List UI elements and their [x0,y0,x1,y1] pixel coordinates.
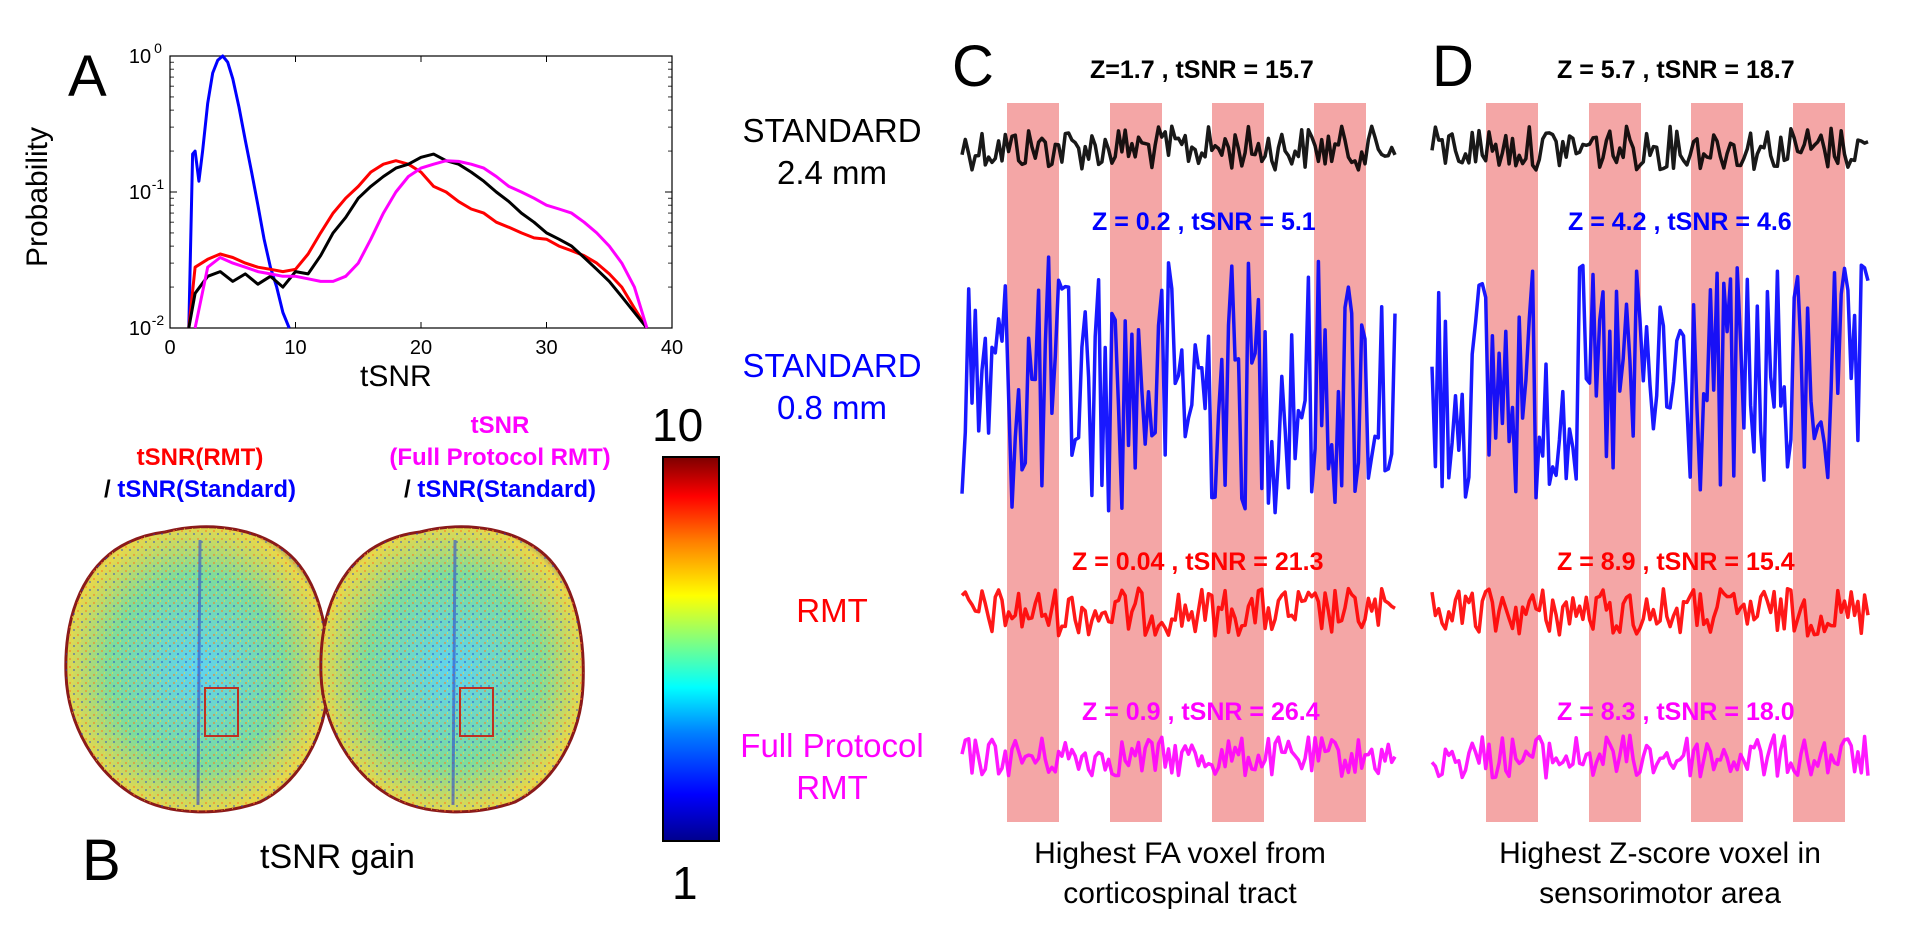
row-label-standard-08-line1: STANDARD [742,347,922,384]
annotation-c-standard-24: Z=1.7 , tSNR = 15.7 [1090,56,1314,84]
brain-map-full-protocol [319,525,585,814]
x-tick-label: 40 [661,337,683,359]
caption-d-line2: sensorimotor area [1539,877,1781,910]
y-tick-label: 10 [129,46,151,68]
y-tick-label: 10 [129,182,151,204]
trace-c-rmt [960,586,1396,638]
row-label-full-line1: Full Protocol [740,727,924,764]
caption-d-line1: Highest Z-score voxel in [1499,837,1821,870]
caption-c-line1: Highest FA voxel from [1034,837,1326,870]
series-line-2 [187,152,649,329]
ratio-rmt-slash: / [103,476,118,503]
panel-letter-b: B [82,828,121,893]
y-tick-label: 10 [129,318,151,340]
series-line-3 [193,159,649,329]
trace-c-standard-24 [960,124,1397,172]
y-tick-exponent: -1 [152,176,165,192]
row-label-full-line2: RMT [796,769,868,806]
stimulus-block [1589,103,1641,822]
row-label-standard-24: STANDARD 2.4 mm [722,110,942,194]
ratio-label-full: tSNR (Full Protocol RMT) / tSNR(Standard… [335,410,665,506]
ratio-full-denominator: tSNR(Standard) [417,476,596,503]
stimulus-block [1486,103,1538,822]
trace-d-standard-08 [1430,263,1870,500]
caption-c: Highest FA voxel from corticospinal trac… [955,834,1405,914]
panel-letter-c: C [952,34,994,99]
x-tick-label: 20 [410,337,432,359]
x-tick-label: 0 [164,337,175,359]
y-tick-exponent: 0 [154,40,162,56]
colorbar-max-label: 10 [652,399,704,451]
series-line-0 [187,54,291,329]
panel-letter-a: A [68,44,107,109]
colorbar [662,456,720,842]
trace-c-standard-08 [960,255,1397,515]
trace-d-standard-24 [1430,124,1869,172]
trace-d-rmt [1430,586,1870,638]
annotation-d-standard-08: Z = 4.2 , tSNR = 4.6 [1568,208,1792,236]
series-line-1 [187,159,649,329]
ratio-label-rmt: tSNR(RMT) / tSNR(Standard) [40,442,360,506]
trace-d-full [1430,733,1870,780]
brain-map-rmt [64,525,330,814]
ratio-full-numerator-1: tSNR [470,412,530,439]
annotation-c-standard-08: Z = 0.2 , tSNR = 5.1 [1092,208,1316,236]
y-tick-exponent: -2 [152,312,165,328]
x-tick-label: 10 [284,337,306,359]
row-label-standard-08-line2: 0.8 mm [776,389,888,426]
annotation-c-rmt: Z = 0.04 , tSNR = 21.3 [1072,548,1324,576]
annotation-d-rmt: Z = 8.9 , tSNR = 15.4 [1557,548,1795,576]
x-axis-label: tSNR [360,360,432,393]
row-label-standard-08: STANDARD 0.8 mm [722,345,942,429]
traces [960,124,1870,780]
caption-d: Highest Z-score voxel in sensorimotor ar… [1430,834,1890,914]
caption-c-line2: corticospinal tract [1063,877,1297,910]
stimulus-block [1212,103,1264,822]
row-label-standard-24-line1: STANDARD [742,112,922,149]
x-tick-label: 30 [535,337,557,359]
ratio-rmt-denominator: tSNR(Standard) [117,476,296,503]
row-label-standard-24-line2: 2.4 mm [776,154,888,191]
annotation-c-full: Z = 0.9 , tSNR = 26.4 [1082,698,1320,726]
panel-letter-d: D [1432,34,1474,99]
ratio-rmt-numerator: tSNR(RMT) [136,444,264,471]
ratio-full-numerator-2: (Full Protocol RMT) [389,444,611,471]
annotation-d-standard-24: Z = 5.7 , tSNR = 18.7 [1557,56,1795,84]
stimulus-block [1793,103,1845,822]
annotation-d-full: Z = 8.3 , tSNR = 18.0 [1557,698,1795,726]
trace-c-full [960,735,1397,778]
brain-maps [64,525,585,814]
tsnr-gain-caption: tSNR gain [260,838,415,876]
row-label-rmt: RMT [796,592,868,629]
ratio-full-slash: / [403,476,418,503]
colorbar-min-label: 1 [672,857,698,909]
row-label-full-protocol: Full Protocol RMT [722,725,942,809]
